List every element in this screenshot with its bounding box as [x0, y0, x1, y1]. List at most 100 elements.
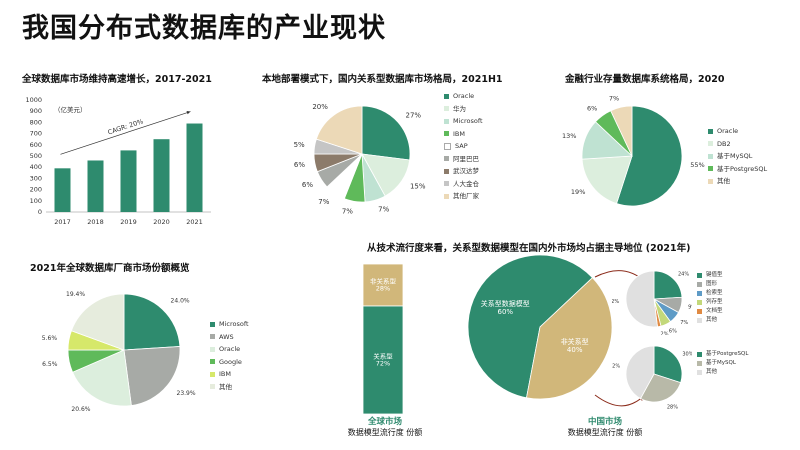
- domestic-rdbms-legend: Oracle 华为 Microsoft IBM SAP 阿里巴巴 武汉达梦 人大金仓 其他厂家: [444, 90, 483, 203]
- vendor-share-title: 2021年全球数据库厂商市场份额概览: [30, 263, 190, 274]
- global-model-stacked-bar: 非关系型 28% 关系型 72%: [362, 263, 404, 415]
- nonrel-breakdown-pie-chart: 24% 9% 7%6%2% 52%: [612, 270, 692, 335]
- vendor-share-legend-item-3: Google: [210, 356, 249, 369]
- legend-label: 文档型: [706, 308, 723, 314]
- finance-db-legend-item-1: DB2: [708, 138, 767, 151]
- domestic-rdbms-label-3: 7%: [342, 207, 353, 215]
- domestic-rdbms-slice-0: [361, 105, 411, 161]
- domestic-rdbms-label-0: 27%: [406, 112, 422, 120]
- global-model-segment-1: [362, 263, 404, 307]
- nonrel-breakdown-legend-item-2: 检索型: [697, 289, 723, 298]
- legend-swatch: [697, 300, 702, 305]
- vendor-share-legend: Microsoft AWS Oracle Google IBM 其他: [210, 318, 249, 393]
- global-market-xtick-3: 2020: [153, 218, 170, 226]
- vendor-share-slice-5: [70, 293, 125, 351]
- legend-swatch: [444, 142, 451, 150]
- rel-breakdown-slice-0: [653, 345, 683, 384]
- legend-swatch: [697, 370, 702, 375]
- finance-db-label-2: 13%: [562, 132, 576, 140]
- china-model-slice-1: [526, 277, 613, 400]
- legend-label: Microsoft: [219, 320, 249, 328]
- domestic-rdbms-label-5: 6%: [302, 181, 313, 189]
- legend-swatch: [697, 361, 702, 366]
- legend-swatch: [444, 131, 449, 137]
- rel-breakdown-legend-item-1: 基于MySQL: [697, 359, 748, 368]
- rel-breakdown-legend: 基于PostgreSQL 基于MySQL 其他: [697, 350, 748, 377]
- finance-db-legend-item-2: 基于MySQL: [708, 150, 767, 163]
- legend-label: 检索型: [706, 290, 723, 296]
- legend-swatch: [697, 291, 702, 296]
- nonrel-breakdown-label-0: 24%: [678, 271, 689, 277]
- china-model-pie-chart: 关系型数据模型 60% 非关系型 40%: [467, 255, 646, 407]
- legend-label: Google: [219, 357, 242, 366]
- legend-swatch: [444, 118, 449, 124]
- legend-swatch: [444, 181, 449, 187]
- finance-db-legend: Oracle DB2 基于MySQL 基于PostgreSQL 其他: [708, 125, 767, 188]
- global-market-caption: 全球市场 数据模型流行度 份额: [335, 415, 435, 438]
- rel-breakdown-label-2: 42%: [612, 363, 620, 369]
- legend-label: 基于MySQL: [717, 152, 753, 160]
- finance-db-label-3: 6%: [587, 104, 597, 112]
- vendor-share-pie-chart: 24.0% 23.9% 20.6% 6.5% 5.6% 19.4%: [42, 291, 196, 413]
- global-model-label-0: 关系型 72%: [373, 351, 393, 367]
- domestic-rdbms-label-4: 7%: [318, 198, 329, 206]
- finance-db-slice-1: [581, 155, 633, 205]
- domestic-rdbms-label-1: 15%: [410, 183, 426, 191]
- finance-db-label-4: 7%: [609, 94, 619, 102]
- domestic-rdbms-title: 本地部署模式下，国内关系型数据库市场格局，2021H1: [262, 74, 503, 85]
- global-market-bar-3: [153, 139, 170, 212]
- legend-swatch: [210, 334, 215, 340]
- domestic-rdbms-legend-item-8: 其他厂家: [444, 190, 483, 203]
- vendor-share-label-5: 19.4%: [66, 291, 85, 298]
- legend-label: Oracle: [717, 127, 739, 135]
- legend-label: IBM: [453, 129, 465, 138]
- legend-label: 其他厂家: [453, 192, 479, 200]
- china-model-label-0: 关系型数据模型 60%: [481, 299, 530, 316]
- legend-label: 图形: [706, 281, 718, 287]
- vendor-share-label-3: 6.5%: [42, 360, 58, 367]
- legend-label: Microsoft: [453, 117, 483, 125]
- rel-breakdown-label-0: 30%: [682, 351, 692, 357]
- global-market-caption-main: 全球市场: [367, 417, 402, 427]
- legend-swatch: [210, 371, 215, 377]
- global-market-ytick-6: 600: [30, 141, 42, 149]
- domestic-rdbms-legend-item-2: Microsoft: [444, 115, 483, 128]
- legend-swatch: [210, 384, 215, 390]
- rel-breakdown-slice-2: [625, 345, 655, 400]
- finance-db-pie-chart: 55% 19% 13% 6% 7%: [562, 94, 705, 207]
- vendor-share-legend-item-5: 其他: [210, 381, 249, 394]
- global-market-caption-sub: 数据模型流行度 份额: [347, 428, 423, 437]
- nonrel-breakdown-legend-item-3: 列存型: [697, 298, 723, 307]
- legend-swatch: [444, 193, 449, 199]
- global-market-xtick-1: 2018: [87, 218, 104, 226]
- legend-swatch: [444, 93, 449, 99]
- global-market-bar-4: [186, 123, 203, 212]
- page-title: 我国分布式数据库的产业现状: [22, 13, 386, 44]
- domestic-rdbms-legend-item-1: 华为: [444, 103, 483, 116]
- domestic-rdbms-slice-8: [315, 105, 363, 155]
- vendor-share-legend-item-2: Oracle: [210, 343, 249, 356]
- legend-swatch: [697, 318, 702, 323]
- legend-label: Oracle: [453, 92, 475, 100]
- china-market-caption-main: 中国市场: [587, 417, 622, 427]
- global-market-xtick-0: 2017: [54, 218, 71, 226]
- domestic-rdbms-legend-item-3: IBM: [444, 128, 483, 141]
- global-market-xtick-2: 2019: [120, 218, 137, 226]
- legend-swatch: [444, 156, 449, 162]
- global-market-unit: （亿美元）: [54, 105, 87, 114]
- nonrel-breakdown-label-4: 2%: [661, 331, 669, 335]
- nonrel-breakdown-legend-item-5: 其他: [697, 316, 723, 325]
- rel-breakdown-legend-item-0: 基于PostgreSQL: [697, 350, 748, 359]
- domestic-rdbms-label-8: 20%: [312, 103, 328, 111]
- global-market-ytick-8: 800: [30, 118, 42, 126]
- legend-label: 阿里巴巴: [453, 154, 479, 163]
- legend-swatch: [210, 359, 215, 365]
- domestic-rdbms-legend-item-4: SAP: [444, 140, 483, 153]
- vendor-share-slice-2: [72, 349, 132, 407]
- domestic-rdbms-legend-item-6: 武汉达梦: [444, 165, 483, 178]
- nonrel-breakdown-label-3: 6%: [669, 328, 677, 334]
- china-market-caption: 中国市场 数据模型流行度 份额: [545, 415, 665, 438]
- nonrel-breakdown-legend-item-1: 图形: [697, 280, 723, 289]
- domestic-rdbms-label-7: 5%: [294, 141, 305, 149]
- global-market-ytick-0: 0: [38, 208, 42, 216]
